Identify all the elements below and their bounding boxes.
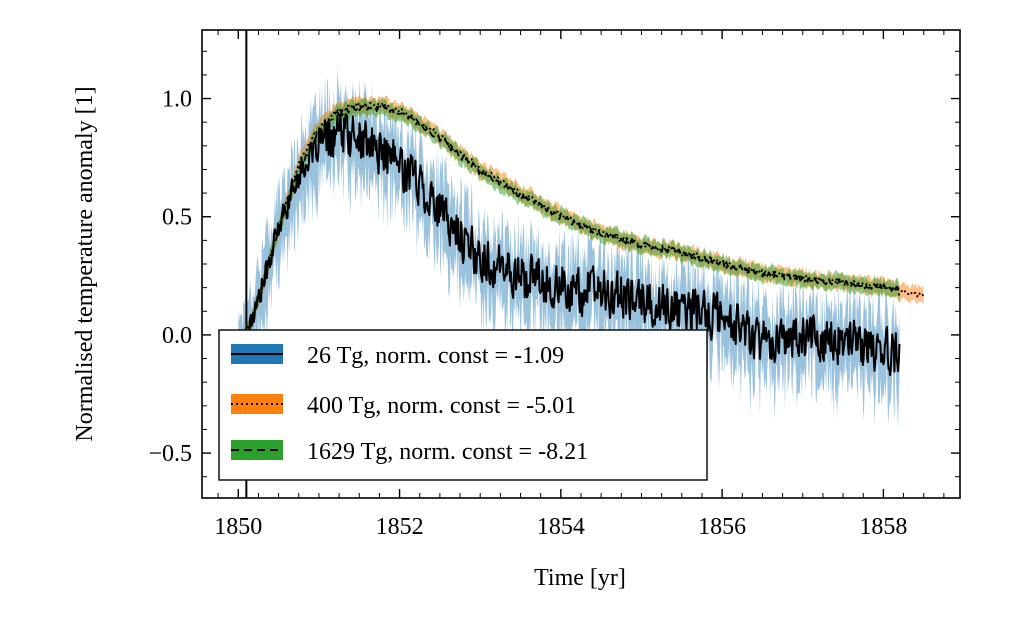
x-tick-labels: 1850 1852 1854 1856 1858 — [214, 514, 907, 540]
legend-label: 400 Tg, norm. const = -5.01 — [307, 393, 576, 419]
y-tick-label: 0.5 — [162, 205, 192, 231]
x-tick-label: 1854 — [537, 514, 585, 540]
legend-label: 26 Tg, norm. const = -1.09 — [307, 343, 564, 369]
legend-entry-1629tg: 1629 Tg, norm. const = -8.21 — [231, 439, 588, 465]
x-tick-label: 1852 — [376, 514, 424, 540]
y-axis-label: Normalised temperature anomaly [1] — [72, 86, 98, 441]
y-tick-label: 0.0 — [162, 323, 192, 349]
series-line — [237, 113, 901, 377]
x-tick-label: 1856 — [698, 514, 746, 540]
legend-entry-26tg: 26 Tg, norm. const = -1.09 — [231, 343, 564, 369]
uncertainty-band — [238, 96, 900, 356]
series-line — [237, 101, 925, 349]
legend-label: 1629 Tg, norm. const = -8.21 — [307, 439, 588, 465]
y-tick-labels: −0.5 0.0 0.5 1.0 — [148, 87, 192, 468]
y-tick-label: −0.5 — [148, 441, 192, 467]
series-line — [237, 104, 901, 349]
y-tick-label: 1.0 — [162, 87, 192, 113]
x-axis-label: Time [yr] — [534, 565, 626, 591]
x-tick-label: 1850 — [214, 514, 262, 540]
series-lines — [237, 101, 925, 377]
legend-entry-400tg: 400 Tg, norm. const = -5.01 — [231, 393, 576, 419]
legend: 26 Tg, norm. const = -1.09 400 Tg, norm.… — [218, 329, 708, 481]
x-tick-label: 1858 — [859, 514, 907, 540]
legend-box — [218, 329, 708, 481]
axis-ticks — [202, 30, 960, 498]
